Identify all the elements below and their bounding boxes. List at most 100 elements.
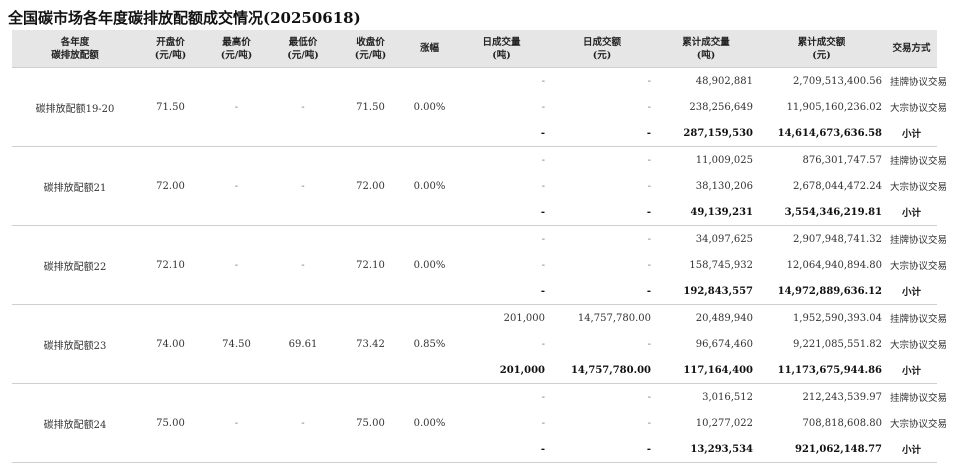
trade-mode: 小计	[886, 120, 937, 147]
low-price: -	[270, 67, 336, 147]
day-amount: -	[647, 391, 651, 403]
day-volume: -	[454, 120, 549, 147]
cum-volume: 117,164,400	[655, 357, 757, 384]
allowance-name: 碳排放配额24	[12, 383, 138, 463]
table-row: 碳排放配额21 72.00- -72.00 0.00% - -11,009,025 876,…	[12, 146, 947, 226]
cum-amount: 1,952,590,393.04	[792, 312, 882, 324]
day-amount: -	[647, 154, 651, 166]
day-volume: -	[541, 391, 545, 403]
col-open-header: 开盘价 (元/吨)	[138, 30, 203, 68]
cum-amount: 11,905,160,236.02	[786, 101, 882, 113]
header-text: 收盘价	[356, 36, 385, 48]
subtotal-row: 201,000 14,757,780.00 117,164,400 11,173,67…	[12, 357, 937, 384]
trade-mode: 挂牌协议交易	[890, 314, 948, 325]
open-price: 71.50	[138, 67, 203, 147]
low-price: -	[270, 383, 336, 463]
day-amount: -	[549, 436, 655, 463]
close-price: 73.42	[336, 304, 405, 384]
day-volume: -	[541, 233, 545, 245]
trade-mode: 挂牌协议交易	[890, 235, 948, 246]
trade-mode: 挂牌协议交易	[890, 77, 948, 88]
header-text: (元)	[592, 49, 612, 61]
cum-amount: 12,064,940,894.80	[786, 259, 882, 271]
col-day-volume-header: 日成交量 (吨)	[454, 30, 549, 68]
header-text: 涨幅	[419, 43, 439, 54]
day-volume: -	[541, 259, 545, 271]
header-text: 累计成交量	[682, 36, 730, 48]
cum-volume: 192,843,557	[655, 278, 757, 305]
header-text: (吨)	[696, 49, 716, 61]
low-price: -	[270, 146, 336, 226]
cum-amount: 2,709,513,400.56	[792, 75, 882, 87]
cum-amount: 876,301,747.57	[802, 154, 882, 166]
table-row: - - 96,674,460 9,221,085,551.82 大宗协议交易	[12, 331, 948, 357]
col-name-header: 各年度 碳排放配额	[12, 30, 138, 68]
low-price: -	[270, 225, 336, 305]
header-text: (吨)	[492, 49, 511, 61]
cum-volume: 20,489,940	[695, 312, 753, 324]
allowance-name: 碳排放配额19-20	[12, 67, 138, 147]
day-volume: -	[541, 417, 545, 429]
col-low-header: 最低价 (元/吨)	[270, 30, 336, 68]
high-price: -	[203, 383, 270, 463]
header-text: 日成交量	[482, 36, 521, 48]
table-row: - - 10,277,022 708,818,608.80 大宗协议交易	[12, 410, 947, 436]
trade-mode: 小计	[886, 278, 937, 305]
trade-mode: 大宗协议交易	[890, 103, 948, 114]
cum-amount: 212,243,539.97	[802, 391, 882, 403]
open-price: 72.10	[138, 225, 203, 305]
day-amount: -	[549, 278, 655, 305]
table-body: 碳排放配额19-20 71.50- -71.50 0.00% - -48,902,881 2…	[12, 67, 948, 463]
day-volume: -	[541, 154, 545, 166]
cum-amount: 2,678,044,472.24	[792, 180, 882, 192]
day-amount: -	[549, 120, 655, 147]
cum-amount: 14,614,673,636.58	[757, 120, 886, 147]
high-price: 74.50	[203, 304, 270, 384]
cum-volume: 49,139,231	[655, 199, 757, 226]
subtotal-row: - -13,293,534 921,062,148.77 小计	[12, 436, 937, 463]
change-pct: 0.00%	[405, 146, 454, 226]
allowance-name: 碳排放配额23	[12, 304, 138, 384]
trade-mode: 挂牌协议交易	[890, 393, 948, 404]
day-amount: -	[647, 259, 651, 271]
col-trade-mode-header: 交易方式	[886, 30, 937, 68]
header-text: 各年度	[60, 36, 90, 48]
header-row: 各年度 碳排放配额 开盘价 (元/吨) 最高价 (元/吨) 最低价 (元/吨) 收盘价 (元/吨)…	[12, 30, 937, 68]
high-price: -	[203, 67, 270, 147]
col-high-header: 最高价 (元/吨)	[203, 30, 270, 68]
day-volume: -	[541, 75, 545, 87]
day-volume: -	[454, 278, 549, 305]
day-amount: -	[647, 338, 651, 350]
high-price: -	[203, 146, 270, 226]
table-row: 碳排放配额22 72.10- -72.10 0.00% - -34,097,625 2,90…	[12, 225, 948, 305]
header-text: 交易方式	[892, 43, 931, 54]
close-price: 71.50	[336, 67, 405, 147]
high-price: -	[203, 225, 270, 305]
col-cum-amount-header: 累计成交额 (元)	[757, 30, 886, 68]
day-volume: 201,000	[454, 357, 549, 384]
allowance-name: 碳排放配额21	[12, 146, 138, 226]
open-price: 74.00	[138, 304, 203, 384]
subtotal-row: - -49,139,231 3,554,346,219.81 小计	[12, 199, 937, 226]
carbon-trading-table: 各年度 碳排放配额 开盘价 (元/吨) 最高价 (元/吨) 最低价 (元/吨) 收盘价 (元/吨)…	[12, 30, 948, 463]
cum-volume: 158,745,932	[689, 259, 753, 271]
trade-mode: 大宗协议交易	[890, 340, 948, 351]
trade-mode: 小计	[886, 436, 937, 463]
header-text: 累计成交额	[797, 36, 846, 48]
change-pct: 0.00%	[405, 67, 454, 147]
header-text: (元/吨)	[354, 49, 387, 61]
day-amount: -	[647, 233, 651, 245]
day-volume: -	[454, 436, 549, 463]
day-amount: -	[549, 199, 655, 226]
header-text: (元/吨)	[220, 49, 253, 61]
col-cum-volume-header: 累计成交量 (吨)	[655, 30, 757, 68]
header-text: 日成交额	[582, 36, 621, 48]
subtotal-row: - -287,159,530 14,614,673,636.58 小计	[12, 120, 937, 147]
cum-amount: 9,221,085,551.82	[792, 338, 882, 350]
col-change-header: 涨幅	[405, 30, 454, 68]
close-price: 75.00	[336, 383, 405, 463]
header-text: 最低价	[288, 36, 318, 48]
open-price: 75.00	[138, 383, 203, 463]
day-amount: 14,757,780.00	[577, 312, 651, 324]
